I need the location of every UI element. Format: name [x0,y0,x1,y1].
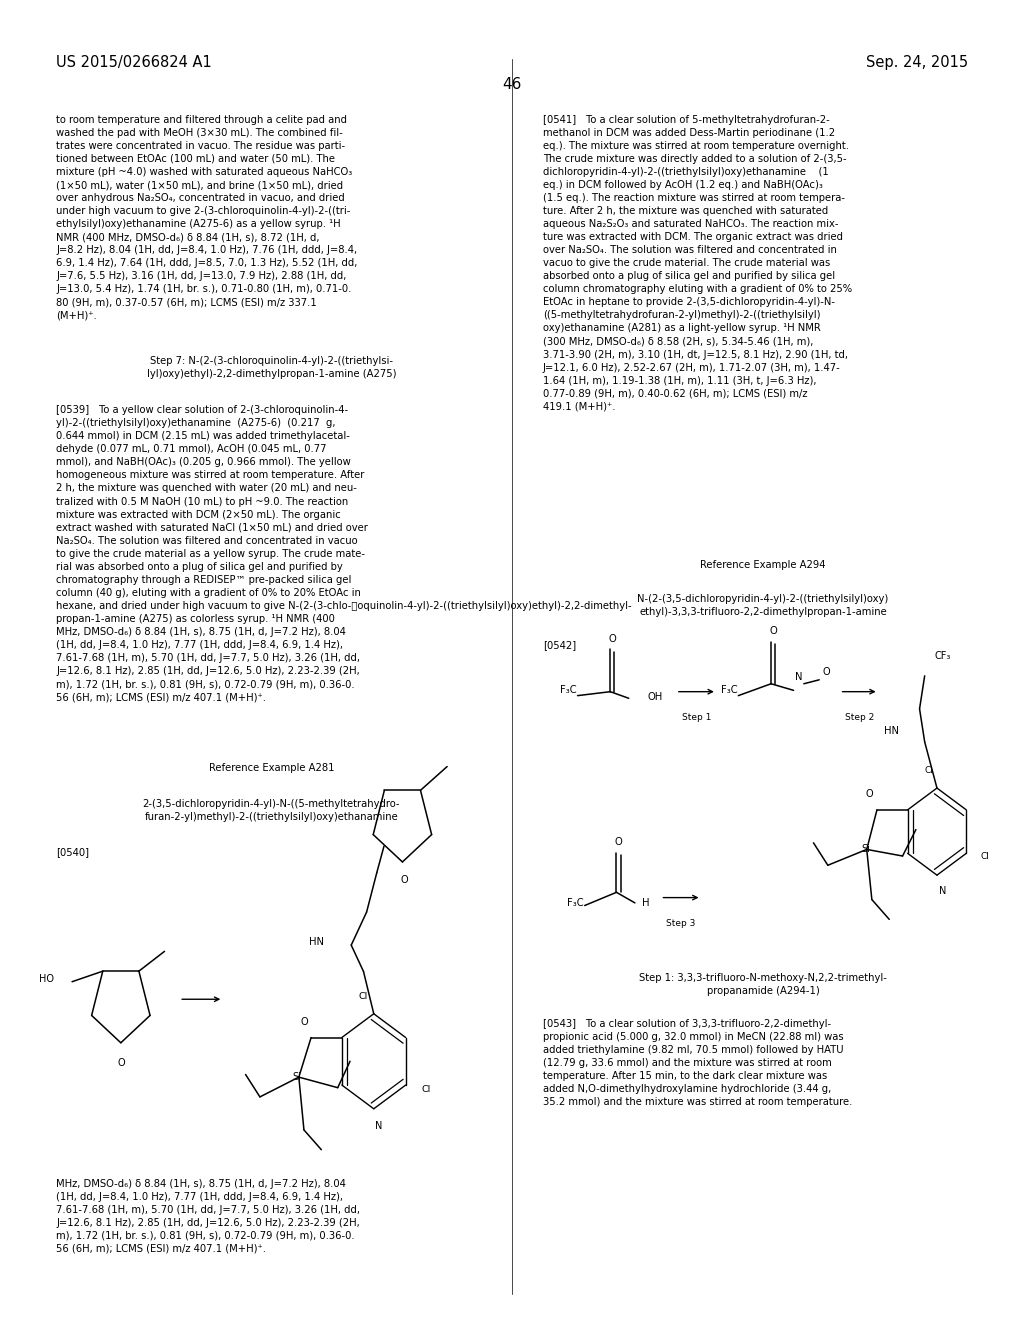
Text: O: O [400,875,409,886]
Text: Reference Example A281: Reference Example A281 [209,763,334,774]
Text: to room temperature and filtered through a celite pad and
washed the pad with Me: to room temperature and filtered through… [56,115,357,321]
Text: Cl: Cl [358,993,369,1001]
Text: [0539] To a yellow clear solution of 2-(3-chloroquinolin-4-
yl)-2-((triethylsily: [0539] To a yellow clear solution of 2-(… [56,405,632,702]
Text: Step 7: N-(2-(3-chloroquinolin-4-yl)-2-((triethylsi-
lyl)oxy)ethyl)-2,2-dimethyl: Step 7: N-(2-(3-chloroquinolin-4-yl)-2-(… [146,356,396,379]
Text: OH: OH [647,692,663,702]
Text: 46: 46 [503,77,521,91]
Text: Cl: Cl [980,851,989,861]
Text: N: N [939,886,947,896]
Text: [0540]: [0540] [56,847,89,858]
Text: H: H [642,898,649,908]
Text: F₃C: F₃C [560,685,577,696]
Text: O: O [608,634,616,644]
Text: O: O [769,626,777,636]
Text: HN: HN [884,726,899,737]
Text: F₃C: F₃C [567,898,584,908]
Text: Sep. 24, 2015: Sep. 24, 2015 [865,55,968,70]
Text: O: O [866,789,873,799]
Text: HO: HO [39,974,53,985]
Text: Si: Si [861,845,870,854]
Text: Cl: Cl [925,767,933,775]
Text: Cl: Cl [422,1085,431,1093]
Text: Step 3: Step 3 [667,919,695,928]
Text: US 2015/0266824 A1: US 2015/0266824 A1 [56,55,212,70]
Text: O: O [300,1016,308,1027]
Text: CF₃: CF₃ [935,651,951,661]
Text: Step 1: Step 1 [682,713,711,722]
Text: HN: HN [308,937,324,948]
Text: [0543] To a clear solution of 3,3,3-trifluoro-2,2-dimethyl-
propionic acid (5.00: [0543] To a clear solution of 3,3,3-trif… [543,1019,852,1107]
Text: O: O [822,667,830,677]
Text: [0542]: [0542] [543,640,575,651]
Text: F₃C: F₃C [721,685,737,696]
Text: O: O [117,1057,125,1068]
Text: Si: Si [292,1072,301,1082]
Text: Step 2: Step 2 [845,713,873,722]
Text: MHz, DMSO-d₆) δ 8.84 (1H, s), 8.75 (1H, d, J=7.2 Hz), 8.04
(1H, dd, J=8.4, 1.0 H: MHz, DMSO-d₆) δ 8.84 (1H, s), 8.75 (1H, … [56,1179,360,1254]
Text: N: N [375,1121,383,1131]
Text: N-(2-(3,5-dichloropyridin-4-yl)-2-((triethylsilyl)oxy)
ethyl)-3,3,3-trifluoro-2,: N-(2-(3,5-dichloropyridin-4-yl)-2-((trie… [637,594,889,616]
Text: Step 1: 3,3,3-trifluoro-N-methoxy-N,2,2-trimethyl-
propanamide (A294-1): Step 1: 3,3,3-trifluoro-N-methoxy-N,2,2-… [639,973,887,995]
Text: Reference Example A294: Reference Example A294 [700,560,825,570]
Text: O: O [614,837,623,847]
Text: [0541] To a clear solution of 5-methyltetrahydrofuran-2-
methanol in DCM was add: [0541] To a clear solution of 5-methylte… [543,115,852,412]
Text: 2-(3,5-dichloropyridin-4-yl)-N-((5-methyltetrahydro-
furan-2-yl)methyl)-2-((trie: 2-(3,5-dichloropyridin-4-yl)-N-((5-methy… [142,799,400,821]
Text: N: N [795,672,803,682]
